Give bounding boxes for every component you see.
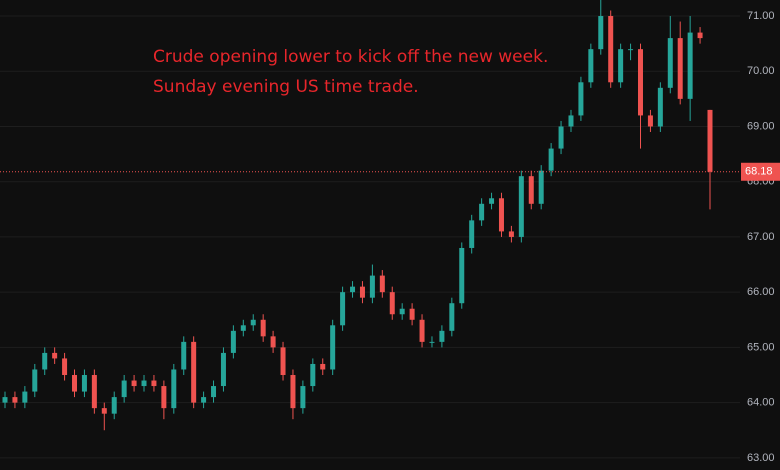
candle-body [131,380,137,387]
candle-body [677,38,683,99]
candle-body [608,16,614,83]
candle-body [558,126,564,149]
last-price-badge [741,162,780,181]
candle-body [101,408,107,414]
candle-body [399,308,405,315]
candle-body [220,352,226,387]
candle-body [330,325,336,370]
candle-body [538,170,544,204]
candle-body [72,375,78,392]
candle-body [628,49,634,51]
candle-body [320,363,326,370]
grid [0,15,740,459]
candle-body [578,82,584,116]
candle-body [42,352,48,370]
candle-body [270,336,276,348]
candle-body [310,363,316,387]
candle-body [22,391,28,403]
candle-body [508,231,514,237]
candle-body [489,198,495,204]
candles [0,0,740,431]
candle-body [707,109,713,172]
y-tick-label: 66.00 [747,286,775,298]
candle-body [479,203,485,221]
candle-body [598,16,604,50]
y-tick-label: 71.00 [747,10,775,22]
y-tick-label: 65.00 [747,341,775,353]
candle-body [141,380,147,387]
candle-body [2,397,8,403]
annotation: Sunday evening US time trade. [153,77,419,97]
candle-body [191,341,197,403]
candle-body [657,87,663,127]
candle-body [618,49,624,83]
candle-body [111,397,117,414]
candle-body [548,148,554,171]
y-tick-label: 64.00 [747,397,775,409]
candle-body [518,176,524,237]
candle-body [151,380,157,387]
candle-body [300,386,306,409]
candle-body [409,308,415,320]
candle-body [369,275,375,298]
candle-body [419,319,425,342]
y-tick-label: 63.00 [747,452,775,464]
candle-body [12,397,18,403]
candle-body [469,220,475,248]
candle-body [528,176,534,204]
last-price-label: 68.18 [745,166,773,178]
candle-body [171,369,177,409]
y-axis: 63.0064.0065.0066.0067.0068.0069.0070.00… [741,10,780,464]
candle-body [350,286,356,293]
candle-body [379,275,385,293]
candle-body [181,341,187,370]
candle-body [459,247,465,304]
candle-body [687,32,693,99]
candle-body [449,303,455,331]
candle-body [280,347,286,376]
candle-body [667,38,673,88]
candle-body [389,292,395,315]
candle-body [201,397,207,403]
annotation: Crude opening lower to kick off the new … [153,47,548,67]
candle-body [81,375,87,392]
candle-body [91,375,97,409]
candle-body [647,115,653,127]
candle-body [32,369,38,392]
y-tick-label: 69.00 [747,120,775,132]
candle-body [429,341,435,343]
candle-body [230,330,236,353]
candle-body [121,380,127,398]
y-tick-label: 67.00 [747,231,775,243]
candle-body [290,375,296,409]
candle-body [637,49,643,116]
candle-body [498,198,504,232]
candle-body [568,115,574,127]
candle-body [52,352,58,359]
candle-body [161,386,167,409]
candle-body [260,319,266,337]
candle-body [240,325,246,331]
candle-body [211,386,217,398]
candle-body [250,319,256,326]
y-tick-label: 70.00 [747,65,775,77]
candle-body [62,358,68,376]
candle-body [340,292,346,326]
candle-body [359,286,365,298]
candle-body [697,32,703,39]
candle-body [588,49,594,83]
candle-body [439,330,445,342]
